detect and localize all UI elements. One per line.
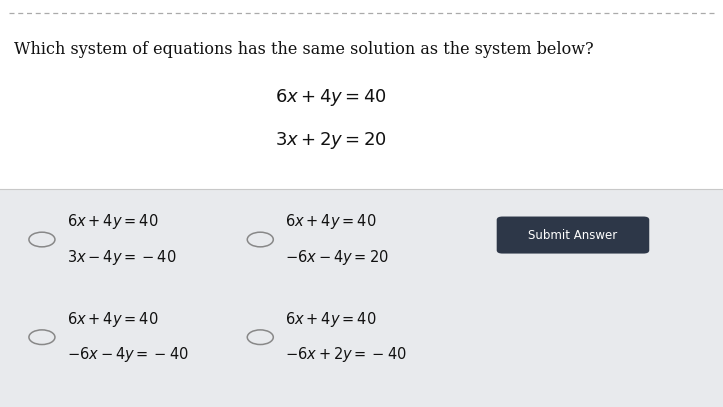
Text: $-6x + 2y = -40$: $-6x + 2y = -40$ [285, 346, 406, 364]
Text: Which system of equations has the same solution as the system below?: Which system of equations has the same s… [14, 41, 594, 58]
Text: $3x + 2y = 20$: $3x + 2y = 20$ [275, 130, 387, 151]
Text: $6x + 4y = 40$: $6x + 4y = 40$ [67, 310, 158, 329]
Text: $-6x - 4y = 20$: $-6x - 4y = 20$ [285, 248, 389, 267]
Text: $6x + 4y = 40$: $6x + 4y = 40$ [285, 310, 377, 329]
Text: $6x + 4y = 40$: $6x + 4y = 40$ [275, 87, 387, 108]
Text: $6x + 4y = 40$: $6x + 4y = 40$ [67, 212, 158, 231]
Text: Submit Answer: Submit Answer [529, 229, 617, 241]
FancyBboxPatch shape [0, 189, 723, 407]
Text: $3x - 4y = -40$: $3x - 4y = -40$ [67, 248, 176, 267]
Text: $-6x - 4y = -40$: $-6x - 4y = -40$ [67, 346, 188, 364]
Text: $6x + 4y = 40$: $6x + 4y = 40$ [285, 212, 377, 231]
FancyBboxPatch shape [497, 217, 649, 254]
